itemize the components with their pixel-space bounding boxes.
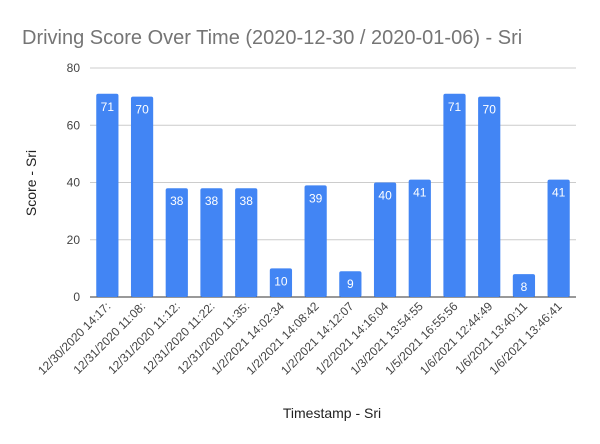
bar-value-label: 41: [552, 186, 566, 200]
y-tick-label: 20: [67, 233, 81, 247]
bar: [408, 179, 431, 297]
x-axis-ticks: 12/30/2020 14:17:12/31/2020 11:08:12/31/…: [35, 299, 565, 378]
bar-value-label: 70: [135, 103, 149, 117]
bar: [339, 271, 362, 297]
bar-value-label: 10: [274, 274, 288, 288]
chart-title: Driving Score Over Time (2020-12-30 / 20…: [22, 27, 522, 49]
bar: [547, 179, 570, 297]
bar: [165, 188, 188, 297]
bar-labels: 71 70 38 38 38 10 39 9 40 41 71 70 8 41: [101, 100, 566, 294]
bar: [373, 182, 397, 297]
y-tick-label: 40: [67, 176, 81, 190]
bar: [512, 274, 536, 297]
bar-value-label: 70: [483, 103, 497, 117]
bar: [200, 188, 223, 297]
y-tick-label: 60: [67, 118, 81, 132]
bar: [443, 93, 466, 297]
bar-value-label: 40: [378, 189, 392, 203]
y-tick-label: 80: [67, 61, 81, 75]
gridlines: [90, 67, 576, 298]
bar-value-label: 8: [521, 280, 528, 294]
x-axis-title: Timestamp - Sri: [283, 405, 381, 421]
bar-value-label: 38: [205, 194, 219, 208]
bar: [130, 96, 154, 297]
bar-value-label: 38: [240, 194, 254, 208]
bar: [478, 96, 501, 297]
bar: [269, 268, 293, 297]
bars: [96, 93, 570, 297]
bar: [96, 93, 119, 297]
bar: [304, 185, 327, 297]
y-axis-ticks: 0 20 40 60 80: [67, 61, 81, 304]
bar: [235, 188, 258, 297]
bar-value-label: 9: [347, 277, 354, 291]
bar-value-label: 41: [413, 186, 427, 200]
bar-value-label: 71: [101, 100, 115, 114]
bar-value-label: 38: [170, 194, 184, 208]
bar-value-label: 71: [448, 100, 462, 114]
y-tick-label: 0: [73, 290, 80, 304]
bar-value-label: 39: [309, 191, 323, 205]
y-axis-title: Score - Sri: [23, 150, 39, 216]
